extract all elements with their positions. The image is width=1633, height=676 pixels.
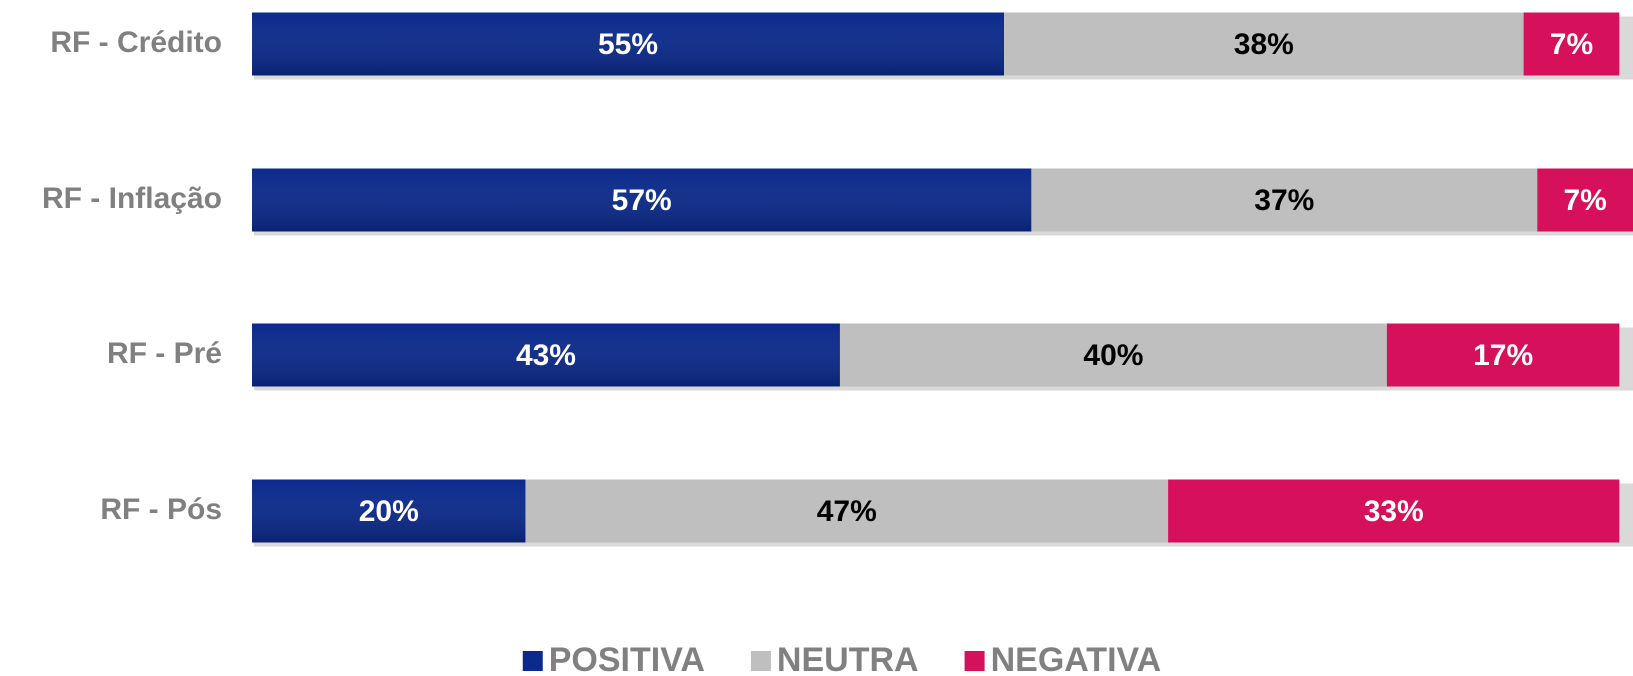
value-label: 38% xyxy=(1234,28,1294,61)
legend-label: NEGATIVA xyxy=(991,641,1162,676)
value-label: 40% xyxy=(1083,339,1143,372)
bar-shading xyxy=(252,323,840,387)
legend-label: NEUTRA xyxy=(777,641,919,676)
value-label: 33% xyxy=(1364,495,1424,528)
value-label: 17% xyxy=(1473,339,1533,372)
bar-segment xyxy=(1386,323,1620,387)
bar-shading xyxy=(252,479,526,543)
value-label: 57% xyxy=(612,184,672,217)
value-label: 20% xyxy=(359,495,419,528)
category-label: RF - Crédito xyxy=(50,26,222,59)
category-label: RF - Pré xyxy=(107,337,222,370)
category-label: RF - Inflação xyxy=(42,182,222,215)
bar-shading xyxy=(252,168,1032,232)
bar-segment xyxy=(525,479,1169,543)
legend-swatch xyxy=(964,651,985,671)
bar-segment xyxy=(1004,12,1524,76)
bar-segment xyxy=(1537,168,1633,232)
value-label: 7% xyxy=(1563,184,1606,217)
value-label: 7% xyxy=(1550,28,1593,61)
legend: POSITIVA NEUTRA NEGATIVA xyxy=(522,641,1162,676)
legend-swatch xyxy=(522,651,543,671)
bar-shading xyxy=(252,12,1005,76)
bar-segment xyxy=(1031,168,1538,232)
legend-label: POSITIVA xyxy=(549,641,705,676)
value-label: 47% xyxy=(817,495,877,528)
bar-segment xyxy=(839,323,1387,387)
legend-swatch xyxy=(750,651,771,671)
bar-segment xyxy=(1523,12,1620,76)
value-label: 37% xyxy=(1254,184,1314,217)
bar-segment xyxy=(1168,479,1620,543)
value-label: 43% xyxy=(516,339,576,372)
value-label: 55% xyxy=(598,28,658,61)
category-label: RF - Pós xyxy=(100,493,222,526)
